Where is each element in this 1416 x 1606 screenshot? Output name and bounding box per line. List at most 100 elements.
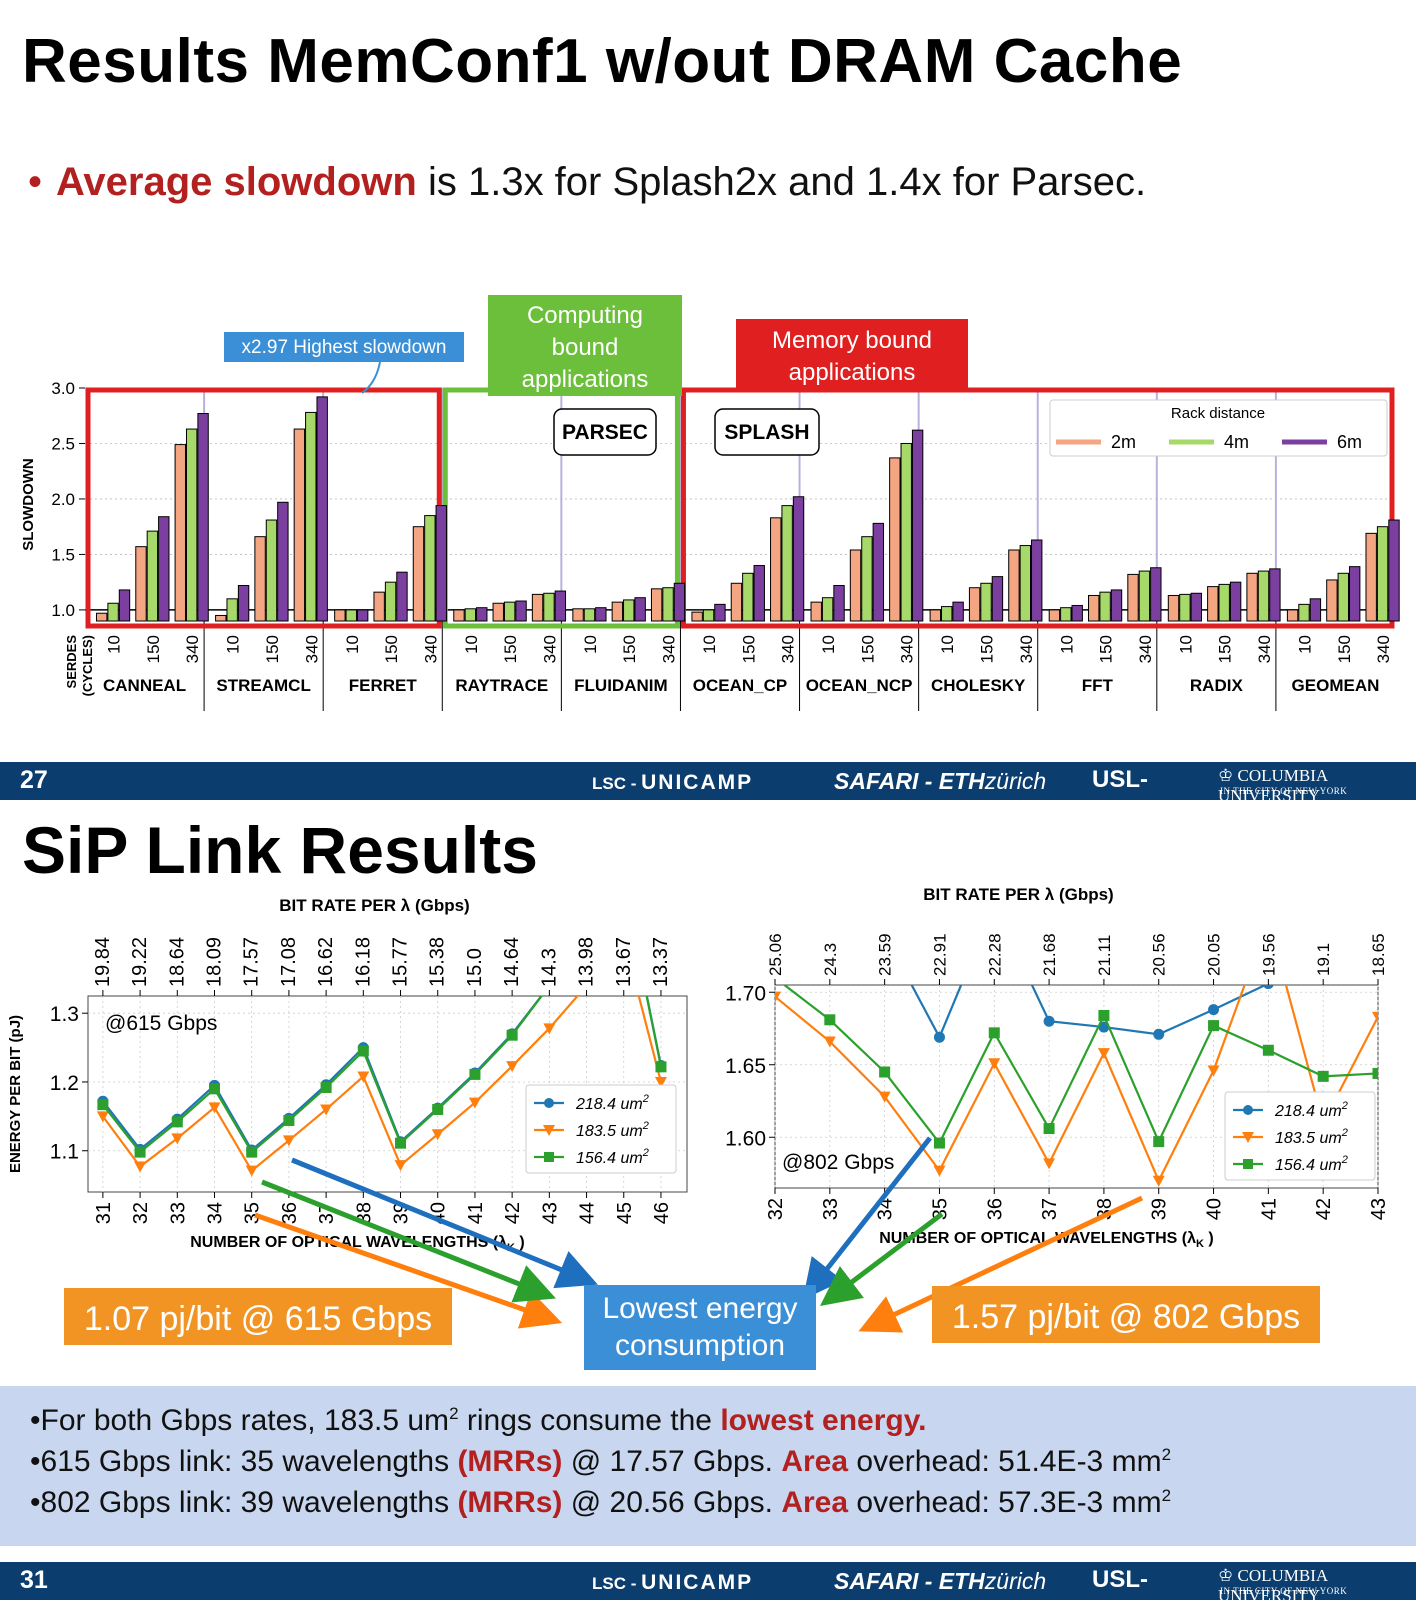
x-tick-label: 40 bbox=[1204, 1198, 1226, 1220]
bar-streamcl-150-6m bbox=[277, 501, 289, 622]
x-tick-label: 41 bbox=[465, 1202, 487, 1224]
legend-label: 218.4 um2 bbox=[575, 1093, 649, 1113]
legend-label-4m: 4m bbox=[1224, 432, 1249, 452]
bar-ocean_cp-150-6m bbox=[753, 565, 765, 622]
bar-ocean_ncp-340-6m bbox=[911, 429, 924, 622]
bar-cholesky-10-2m bbox=[929, 609, 942, 622]
legend-label: 218.4 um2 bbox=[1274, 1100, 1348, 1120]
bar-raytrace-340-6m bbox=[554, 590, 567, 622]
marker-square bbox=[357, 1045, 369, 1057]
marker-triangle bbox=[933, 1165, 946, 1177]
marker-triangle bbox=[282, 1135, 295, 1147]
y-tick-label: 1.65 bbox=[725, 1055, 766, 1078]
bar-streamcl-340-2m bbox=[293, 428, 306, 622]
marker-triangle bbox=[320, 1104, 333, 1116]
memory-bound-text: applications bbox=[789, 359, 916, 386]
y-tick-label: 2.0 bbox=[51, 490, 75, 509]
x2-tick-label: 17.57 bbox=[241, 937, 263, 987]
bar-radix-340-2m bbox=[1246, 572, 1258, 622]
bar-ocean_ncp-150-6m bbox=[872, 522, 885, 622]
bullet-marker: • bbox=[28, 160, 43, 204]
bar-ocean_ncp-150-2m bbox=[849, 549, 862, 622]
marker-circle bbox=[1263, 985, 1274, 990]
bar-geomean-340-4m bbox=[1376, 526, 1389, 622]
serdes-tick-label: 10 bbox=[343, 635, 362, 654]
bar-fluidanim-10-6m bbox=[595, 607, 607, 622]
memory-bound-box bbox=[736, 319, 968, 390]
bar-fft-150-6m bbox=[1110, 589, 1123, 622]
slowdown-bar-chart: 1.0 1.5 2.0 2.5 3.0 SLOWDOWN 10 150 340 CANNEAL 1… bbox=[20, 295, 1400, 711]
series-line-2 bbox=[782, 985, 1378, 1146]
bar-ocean_cp-340-2m bbox=[770, 517, 782, 622]
category-label: FFT bbox=[1082, 676, 1114, 695]
legend-label-2m: 2m bbox=[1111, 432, 1136, 452]
bar-streamcl-10-6m bbox=[237, 584, 250, 622]
marker-square bbox=[988, 1027, 1000, 1039]
x-axis-label: NUMBER OF OPTICAL WAVELENGTHS (λK ) bbox=[879, 1230, 1213, 1250]
bar-fft-150-4m bbox=[1099, 591, 1111, 622]
bar-canneal-150-4m bbox=[146, 530, 159, 622]
serdes-tick-label: 340 bbox=[183, 635, 202, 663]
bar-streamcl-340-4m bbox=[305, 411, 317, 622]
bar-raytrace-340-4m bbox=[543, 592, 555, 622]
bar-cholesky-150-4m bbox=[980, 582, 992, 622]
bar-cholesky-10-6m bbox=[952, 601, 964, 622]
bar-geomean-150-6m bbox=[1348, 566, 1361, 622]
x2-tick-label: 22.28 bbox=[985, 933, 1004, 976]
marker-square bbox=[1317, 1070, 1329, 1082]
computing-bound-text: Computing bbox=[527, 302, 643, 329]
bar-streamcl-10-4m bbox=[226, 598, 238, 622]
summary-line-1: •For both Gbps rates, 183.5 um2 rings co… bbox=[30, 1404, 927, 1437]
bar-ocean_cp-150-4m bbox=[742, 572, 754, 622]
lsc-unicamp-logo: LSC - UNICAMP bbox=[592, 1571, 754, 1594]
legend-marker bbox=[544, 1152, 554, 1162]
y-tick-label: 3.0 bbox=[51, 379, 75, 398]
slide-31: SiP Link Results 31 19.84 32 19.22 33 18.64 34… bbox=[0, 800, 1416, 1605]
x-tick-label: 44 bbox=[577, 1202, 599, 1224]
serdes-tick-label: 150 bbox=[739, 635, 758, 663]
memory-bound-text: Memory bound bbox=[772, 327, 932, 354]
marker-square bbox=[320, 1081, 332, 1093]
x2-tick-label: 16.62 bbox=[315, 937, 337, 987]
x2-tick-label: 13.37 bbox=[650, 937, 672, 987]
slide-27: Results MemConf1 w/out DRAM Cache • Avera… bbox=[0, 0, 1416, 805]
columbia-subtitle: IN THE CITY OF NEW YORK bbox=[1220, 786, 1348, 796]
bar-ferret-340-4m bbox=[424, 515, 436, 622]
x-tick-label: 37 bbox=[1039, 1198, 1061, 1220]
x2-tick-label: 23.59 bbox=[876, 933, 895, 976]
serdes-tick-label: 340 bbox=[1136, 635, 1155, 663]
bar-cholesky-340-4m bbox=[1019, 545, 1032, 622]
bar-fluidanim-10-2m bbox=[572, 608, 584, 622]
bullet-average-slowdown: • Average slowdown is 1.3x for Splash2x a… bbox=[28, 160, 1146, 205]
bar-raytrace-10-6m bbox=[476, 607, 488, 622]
callout-615-text: 1.07 pj/bit @ 615 Gbps bbox=[84, 1300, 432, 1338]
serdes-tick-label: 150 bbox=[382, 635, 401, 663]
marker-square bbox=[618, 880, 629, 888]
bar-raytrace-10-4m bbox=[464, 608, 477, 622]
bar-fluidanim-10-4m bbox=[583, 608, 596, 622]
marker-square bbox=[432, 1103, 444, 1115]
x2-tick-label: 19.1 bbox=[1314, 943, 1333, 976]
x2-axis-label: BIT RATE PER λ (Gbps) bbox=[923, 885, 1113, 904]
marker-square bbox=[1043, 1123, 1055, 1135]
marker-square bbox=[506, 1029, 518, 1041]
marker-square bbox=[469, 1068, 481, 1080]
marker-circle bbox=[824, 914, 835, 925]
lsc-unicamp-logo: LSC - UNICAMP bbox=[592, 771, 754, 794]
legend-label-6m: 6m bbox=[1337, 432, 1362, 452]
marker-triangle bbox=[1262, 915, 1274, 926]
footer-bar: 27 LSC - UNICAMP SAFARI - ETHzürich USL-… bbox=[0, 762, 1416, 805]
serdes-tick-label: 340 bbox=[540, 635, 559, 663]
category-label: FLUIDANIM bbox=[574, 676, 667, 695]
page-number: 31 bbox=[20, 1566, 48, 1594]
x-tick-label: 43 bbox=[539, 1202, 561, 1224]
splash-label-box bbox=[714, 408, 820, 456]
bar-canneal-340-6m bbox=[197, 413, 209, 622]
y-tick-label: 1.2 bbox=[50, 1072, 79, 1095]
legend-marker bbox=[544, 1098, 554, 1108]
x2-tick-label: 18.64 bbox=[166, 937, 188, 987]
bar-radix-10-2m bbox=[1167, 594, 1180, 622]
serdes-axis-label: (CYCLES) bbox=[80, 635, 95, 696]
usl-logo: USL- bbox=[1092, 766, 1148, 793]
marker-circle bbox=[1208, 1004, 1220, 1016]
